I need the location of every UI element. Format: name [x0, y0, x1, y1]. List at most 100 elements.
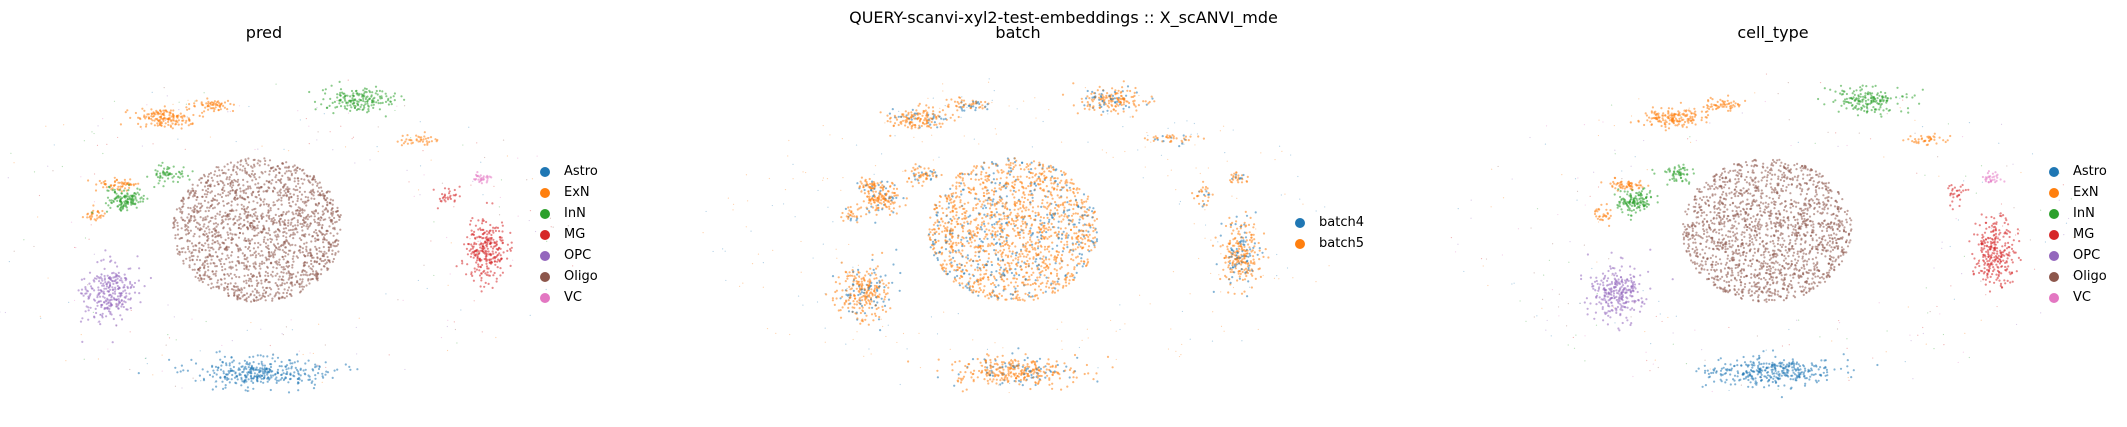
scatter-point [410, 137, 412, 139]
scatter-point [1138, 94, 1140, 97]
scatter-point [194, 249, 197, 252]
scatter-point [775, 332, 777, 335]
scatter-point [362, 97, 365, 100]
scatter-point [301, 288, 304, 291]
scatter-point [231, 109, 235, 113]
scatter-point [488, 258, 491, 261]
scatter-point [921, 141, 923, 143]
scatter-point [216, 212, 219, 215]
scatter-point [187, 124, 190, 127]
scatter-point [265, 179, 268, 183]
scatter-point [112, 200, 115, 203]
scatter-point [236, 294, 239, 297]
scatter-point [279, 245, 282, 248]
scatter-point [268, 253, 271, 256]
scatter-point [102, 152, 104, 155]
scatter-point [216, 369, 219, 372]
scatter-point [182, 166, 185, 169]
scatter-point [226, 231, 229, 234]
scatter-point [126, 308, 129, 311]
scatter-point [227, 274, 231, 277]
scatter-point [245, 188, 248, 191]
scatter-point [487, 253, 490, 256]
scatter-point [492, 226, 495, 229]
scatter-point [261, 260, 264, 263]
scatter-point [233, 196, 237, 199]
scatter-point [1083, 237, 1087, 240]
scatter-point [996, 230, 999, 233]
scatter-point [101, 312, 104, 315]
scatter-point [832, 221, 834, 223]
scatter-point [293, 177, 296, 180]
scatter-point [297, 182, 300, 185]
scatter-point [329, 232, 332, 235]
scatter-point [705, 210, 707, 213]
scatter-point [305, 241, 308, 244]
scatter-point [1139, 294, 1141, 296]
scatter-point [387, 103, 390, 106]
scatter-point [307, 378, 310, 381]
scatter-point [138, 188, 141, 191]
scatter-point [285, 291, 288, 295]
scatter-point [1066, 216, 1069, 219]
scatter-point [291, 276, 294, 279]
scatter-point [436, 207, 439, 210]
scatter-point [366, 111, 369, 114]
scatter-point [498, 214, 501, 216]
scatter-point [129, 331, 131, 333]
scatter-point [264, 170, 267, 173]
scatter-point [202, 274, 205, 277]
scatter-point [492, 231, 495, 234]
scatter-point [460, 259, 464, 262]
scatter-point [1029, 163, 1032, 166]
scatter-point [432, 188, 435, 191]
scatter-point [272, 353, 275, 356]
scatter-point [480, 243, 483, 246]
scatter-point [1034, 214, 1037, 217]
scatter-point [314, 363, 317, 366]
scatter-point [402, 299, 404, 301]
scatter-point [249, 249, 252, 252]
scatter-point [1160, 154, 1163, 156]
scatter-point [187, 206, 190, 209]
scatter-point [1232, 129, 1234, 131]
scatter-point [927, 97, 929, 99]
scatter-point [278, 220, 281, 223]
scatter-point [336, 214, 339, 217]
scatter-point [140, 128, 143, 130]
scatter-point [102, 292, 105, 295]
scatter-point [346, 104, 349, 107]
scatter-point [142, 194, 145, 197]
scatter-point [259, 243, 262, 246]
scatter-point [1002, 212, 1005, 215]
scatter-point [245, 282, 248, 285]
scatter-point [356, 368, 359, 371]
scatter-point [288, 235, 291, 238]
scatter-point [1005, 176, 1008, 179]
scatter-point [252, 163, 256, 166]
scatter-point [936, 257, 939, 260]
scatter-point [990, 236, 994, 239]
scatter-point [328, 243, 331, 246]
scatter-point [280, 365, 283, 368]
scatter-point [881, 153, 883, 155]
scatter-point [187, 229, 190, 232]
scatter-point [449, 197, 452, 200]
scatter-point [304, 362, 307, 365]
scatter-point [316, 107, 318, 109]
scatter-point [1008, 208, 1012, 211]
scatter-point [1045, 185, 1048, 188]
scatter-point [230, 173, 233, 176]
scatter-point [111, 286, 114, 289]
scatter-point [318, 323, 320, 325]
scatter-point [303, 172, 306, 175]
scatter-point [114, 292, 117, 295]
scatter-point [983, 285, 986, 288]
scatter-point [822, 179, 824, 181]
scatter-point [186, 108, 189, 111]
scatter-point [1028, 257, 1031, 260]
scatter-point [282, 372, 285, 375]
scatter-point [301, 247, 304, 250]
scatter-point [276, 356, 280, 359]
scatter-point [271, 370, 274, 373]
